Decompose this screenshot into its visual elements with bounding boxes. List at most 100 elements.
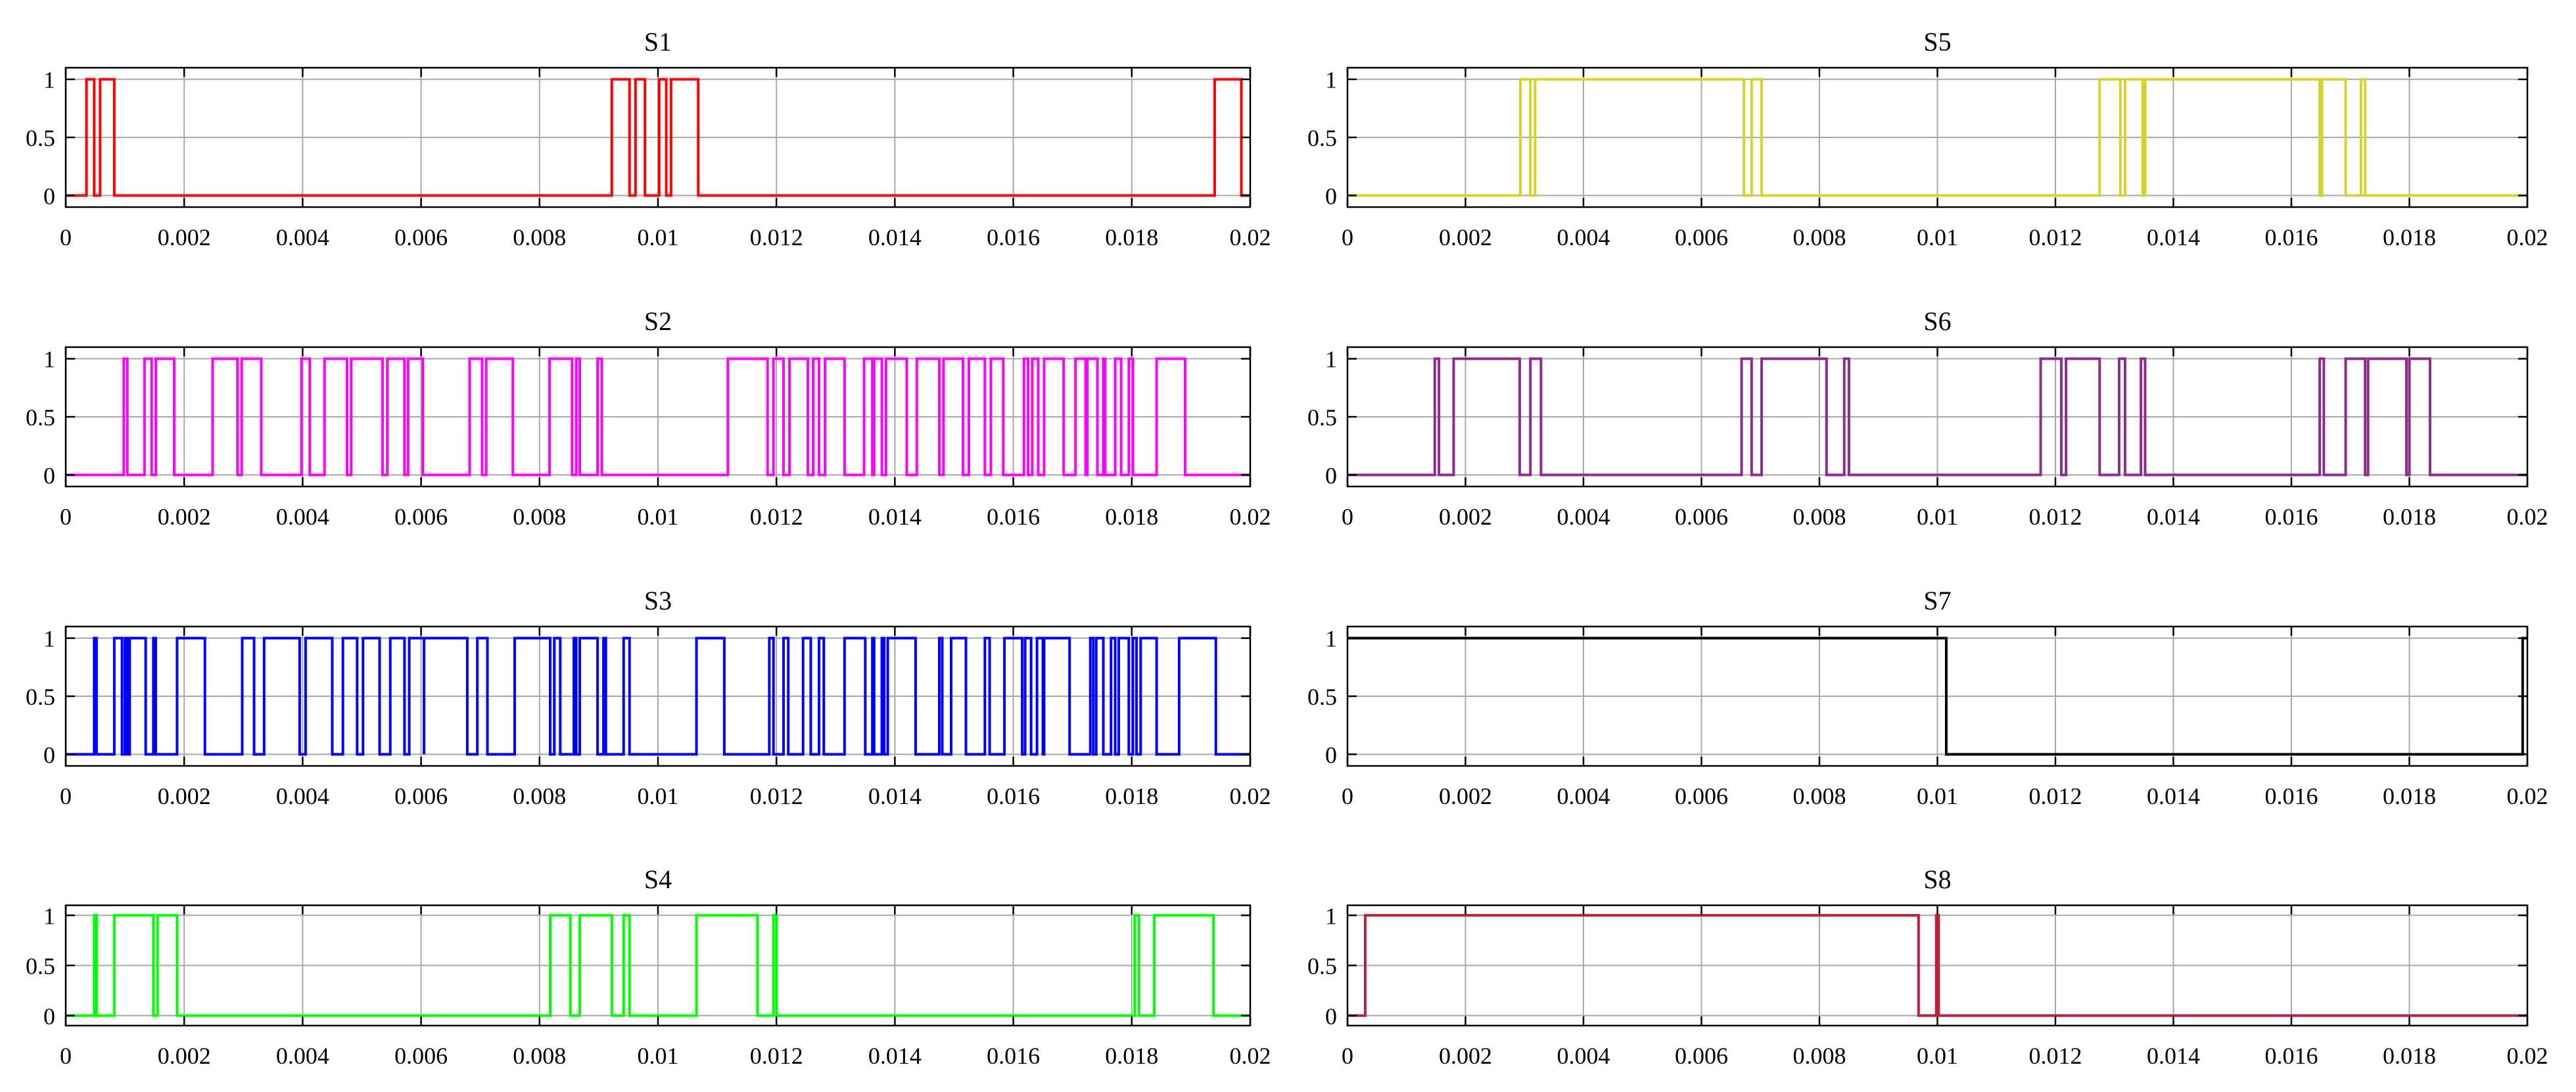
x-tick-label: 0.004 (276, 504, 329, 530)
x-tick-label: 0.008 (513, 1043, 566, 1069)
x-tick-label: 0.01 (1917, 783, 1958, 809)
x-tick-label: 0.012 (2029, 504, 2082, 530)
y-tick-label: 1 (1325, 626, 1337, 652)
x-tick-label: 0.008 (1793, 224, 1846, 250)
y-tick-label: 1 (43, 903, 55, 929)
x-tick-label: 0.01 (638, 783, 679, 809)
x-tick-label: 0.016 (987, 1043, 1040, 1069)
x-tick-label: 0.002 (158, 1043, 211, 1069)
subplot-s2: S2 0 0.002 0.004 0.006 0.008 0.01 0.012 0.014 0.0… (26, 306, 1271, 530)
x-tick-label: 0.01 (1917, 1043, 1958, 1069)
x-tick-label: 0.018 (2383, 224, 2436, 250)
x-tick-label: 0.002 (1439, 224, 1492, 250)
x-tick-label: 0.01 (638, 504, 679, 530)
x-tick-label: 0.008 (513, 224, 566, 250)
y-tick-label: 0.5 (26, 684, 55, 710)
y-tick-label: 0 (43, 462, 55, 488)
x-tick-label: 0 (60, 1043, 72, 1069)
x-tick-label: 0.006 (1675, 504, 1728, 530)
x-tick-label: 0.014 (868, 504, 922, 530)
x-tick-label: 0.014 (2147, 783, 2200, 809)
x-tick-label: 0.018 (1105, 504, 1158, 530)
y-tick-label: 0 (1325, 1003, 1337, 1030)
subplot-title: S4 (644, 865, 672, 894)
subplot-title: S1 (644, 27, 672, 57)
x-tick-label: 0.01 (1917, 224, 1958, 250)
x-tick-label: 0.002 (1439, 504, 1492, 530)
subplot-s8: S8 0 0.002 0.004 0.006 0.008 0.01 0.012 0.014 0.0… (1307, 865, 2548, 1069)
x-tick-label: 0.01 (638, 224, 679, 250)
x-tick-label: 0 (60, 504, 72, 530)
x-tick-label: 0.02 (2507, 504, 2548, 530)
x-tick-label: 0.014 (868, 1043, 922, 1069)
y-tick-label: 0 (43, 183, 55, 209)
x-tick-label: 0.01 (1917, 504, 1958, 530)
x-tick-label: 0.02 (1230, 224, 1271, 250)
x-tick-label: 0.02 (2507, 783, 2548, 809)
x-tick-label: 0.018 (2383, 783, 2436, 809)
x-tick-label: 0 (60, 783, 72, 809)
signal-line (66, 78, 1250, 197)
x-tick-label: 0.012 (750, 1043, 803, 1069)
y-tick-label: 0 (1325, 183, 1337, 209)
x-tick-label: 0.004 (1557, 783, 1610, 809)
y-tick-label: 0.5 (1307, 125, 1337, 151)
y-tick-label: 0 (43, 742, 55, 768)
y-tick-label: 0.5 (1307, 404, 1337, 431)
x-tick-label: 0.02 (1230, 1043, 1271, 1069)
y-tick-label: 0.5 (26, 953, 55, 980)
x-tick-label: 0.002 (158, 504, 211, 530)
x-tick-label: 0.006 (1675, 783, 1728, 809)
subplot-s1: S1 0 0.002 0.004 0.006 0.008 0.01 0.012 0.014 0.0… (26, 27, 1271, 250)
y-tick-label: 1 (43, 626, 55, 652)
signal-line (66, 636, 1250, 756)
x-tick-label: 0.012 (2029, 1043, 2082, 1069)
x-tick-label: 0.004 (276, 1043, 329, 1069)
y-tick-label: 1 (1325, 346, 1337, 373)
y-tick-label: 0.5 (1307, 953, 1337, 980)
x-tick-label: 0.008 (1793, 504, 1846, 530)
signal-line (1347, 914, 2527, 1017)
x-tick-label: 0.002 (158, 783, 211, 809)
x-tick-label: 0.012 (750, 783, 803, 809)
x-tick-label: 0.006 (394, 504, 448, 530)
subplot-title: S7 (1923, 586, 1951, 615)
x-tick-label: 0.016 (987, 783, 1040, 809)
x-tick-label: 0.002 (158, 224, 211, 250)
subplot-s5: S5 0 0.002 0.004 0.006 0.008 0.01 0.012 0.014 0.0… (1307, 27, 2548, 250)
y-tick-label: 1 (43, 346, 55, 373)
y-tick-label: 1 (1325, 903, 1337, 929)
x-tick-label: 0.016 (987, 224, 1040, 250)
x-tick-label: 0.014 (868, 224, 922, 250)
subplot-s3: S3 0 0.002 0.004 0.006 0.008 0.01 0.012 0.014 0.0… (26, 586, 1271, 809)
x-tick-label: 0.016 (2265, 224, 2318, 250)
x-tick-label: 0.016 (2265, 783, 2318, 809)
x-tick-label: 0.02 (1230, 504, 1271, 530)
x-tick-label: 0.004 (1557, 1043, 1610, 1069)
signal-line (66, 357, 1250, 477)
x-tick-label: 0.006 (394, 783, 448, 809)
subplot-title: S8 (1923, 865, 1951, 894)
x-tick-label: 0 (60, 224, 72, 250)
y-tick-label: 0 (1325, 742, 1337, 768)
x-tick-label: 0.02 (2507, 224, 2548, 250)
x-tick-label: 0.004 (276, 224, 329, 250)
x-tick-label: 0.004 (1557, 504, 1610, 530)
subplot-title: S3 (644, 586, 672, 615)
x-tick-label: 0.014 (2147, 504, 2200, 530)
x-tick-label: 0 (1342, 1043, 1353, 1069)
x-tick-label: 0.006 (1675, 1043, 1728, 1069)
x-tick-label: 0.012 (750, 224, 803, 250)
x-tick-label: 0.016 (2265, 1043, 2318, 1069)
x-tick-label: 0.016 (2265, 504, 2318, 530)
subplot-title: S5 (1923, 27, 1951, 57)
y-tick-label: 0 (1325, 462, 1337, 488)
x-tick-label: 0.008 (1793, 783, 1846, 809)
x-tick-label: 0.006 (394, 224, 448, 250)
x-tick-label: 0.014 (2147, 224, 2200, 250)
y-tick-label: 1 (43, 67, 55, 93)
x-tick-label: 0.02 (2507, 1043, 2548, 1069)
x-tick-label: 0.018 (2383, 504, 2436, 530)
x-tick-label: 0 (1342, 224, 1353, 250)
x-tick-label: 0.002 (1439, 1043, 1492, 1069)
